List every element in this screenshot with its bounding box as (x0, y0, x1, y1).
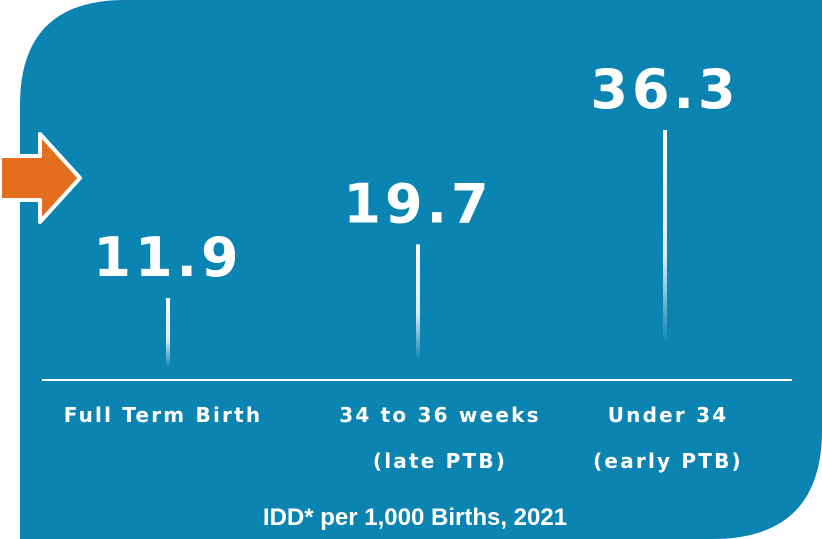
value-label: 36.3 (590, 58, 739, 121)
value-label: 19.7 (343, 172, 492, 235)
category-label: Under 34 (608, 403, 729, 427)
category-label: 34 to 36 weeks (339, 403, 540, 427)
chart-title: IDD* per 1,000 Births, 2021 (263, 504, 567, 531)
value-label: 11.9 (93, 226, 242, 289)
arrow (0, 132, 82, 224)
bar-line (416, 244, 420, 360)
panel (20, 0, 822, 539)
bar-line (166, 298, 170, 368)
category-label: Full Term Birth (64, 403, 263, 427)
category-label: (late PTB) (373, 449, 507, 473)
bar-line (663, 130, 667, 343)
category-label: (early PTB) (593, 449, 743, 473)
